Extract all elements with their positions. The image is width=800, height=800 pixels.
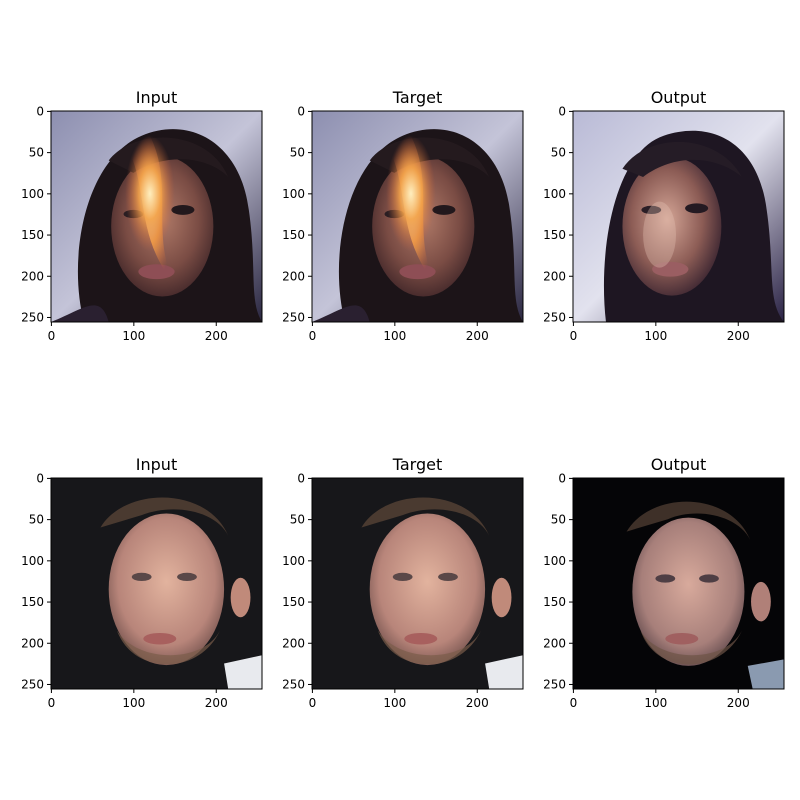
y-tick-label: 50 <box>29 513 44 527</box>
y-tick-label: 150 <box>21 228 44 242</box>
axes-frame <box>572 110 785 323</box>
y-tick-label: 250 <box>21 677 44 691</box>
x-tick-label: 200 <box>466 329 489 343</box>
y-tick-label: 250 <box>543 310 566 324</box>
x-tick-label: 0 <box>48 329 56 343</box>
y-tick-label: 0 <box>558 104 566 118</box>
x-tick-label: 100 <box>122 696 145 710</box>
y-tick-label: 250 <box>543 677 566 691</box>
panel-title: Output <box>651 88 707 107</box>
y-tick-label: 0 <box>36 471 44 485</box>
image-panel: Input 0 50 100 150 200 250 0 100 200 <box>21 455 263 710</box>
y-tick-label: 50 <box>551 146 566 160</box>
image-panel: Target 0 50 100 150 200 250 0 100 200 <box>282 455 524 710</box>
y-tick-label: 200 <box>282 269 305 283</box>
y-tick-label: 150 <box>543 595 566 609</box>
y-tick-label: 150 <box>282 228 305 242</box>
x-tick-label: 100 <box>644 696 667 710</box>
y-tick-label: 150 <box>282 595 305 609</box>
x-tick-label: 100 <box>644 329 667 343</box>
face-image <box>573 478 784 689</box>
axes-frame <box>572 477 785 690</box>
y-tick-label: 200 <box>21 269 44 283</box>
axes-frame <box>311 110 524 323</box>
y-tick-label: 200 <box>543 269 566 283</box>
axes-frame <box>50 110 263 323</box>
x-tick-label: 200 <box>205 696 228 710</box>
y-tick-label: 200 <box>21 636 44 650</box>
y-tick-label: 50 <box>290 146 305 160</box>
y-tick-label: 200 <box>282 636 305 650</box>
y-tick-label: 50 <box>551 513 566 527</box>
y-tick-label: 0 <box>558 471 566 485</box>
x-tick-label: 0 <box>570 696 578 710</box>
x-tick-label: 100 <box>383 696 406 710</box>
y-tick-label: 50 <box>290 513 305 527</box>
x-tick-label: 200 <box>727 696 750 710</box>
y-tick-label: 100 <box>543 554 566 568</box>
face-image <box>573 111 784 322</box>
y-tick-label: 100 <box>543 187 566 201</box>
x-tick-label: 200 <box>205 329 228 343</box>
face-image <box>51 111 262 322</box>
panel-title: Target <box>392 455 443 474</box>
y-tick-label: 50 <box>29 146 44 160</box>
axes-frame <box>311 477 524 690</box>
y-tick-label: 100 <box>21 554 44 568</box>
y-tick-label: 100 <box>282 187 305 201</box>
image-panel: Output 0 50 100 150 200 250 0 100 200 <box>543 88 785 343</box>
panel-title: Input <box>136 88 177 107</box>
y-tick-label: 250 <box>282 310 305 324</box>
y-tick-label: 200 <box>543 636 566 650</box>
axes-frame <box>50 477 263 690</box>
image-panel: Output 0 50 100 150 200 250 0 100 200 <box>543 455 785 710</box>
image-panel: Input 0 50 100 150 200 250 0 100 200 <box>21 88 263 343</box>
panel-title: Target <box>392 88 443 107</box>
face-image <box>51 478 262 689</box>
x-tick-label: 200 <box>466 696 489 710</box>
face-image <box>312 478 523 689</box>
y-tick-label: 150 <box>21 595 44 609</box>
y-tick-label: 250 <box>282 677 305 691</box>
x-tick-label: 0 <box>309 329 317 343</box>
x-tick-label: 0 <box>48 696 56 710</box>
x-tick-label: 200 <box>727 329 750 343</box>
y-tick-label: 0 <box>297 471 305 485</box>
y-tick-label: 250 <box>21 310 44 324</box>
y-tick-label: 100 <box>282 554 305 568</box>
panel-title: Output <box>651 455 707 474</box>
x-tick-label: 0 <box>309 696 317 710</box>
y-tick-label: 0 <box>36 104 44 118</box>
x-tick-label: 100 <box>383 329 406 343</box>
face-image <box>312 111 523 322</box>
image-panel: Target 0 50 100 150 200 250 0 100 200 <box>282 88 524 343</box>
y-tick-label: 150 <box>543 228 566 242</box>
y-tick-label: 0 <box>297 104 305 118</box>
panel-title: Input <box>136 455 177 474</box>
x-tick-label: 0 <box>570 329 578 343</box>
x-tick-label: 100 <box>122 329 145 343</box>
y-tick-label: 100 <box>21 187 44 201</box>
